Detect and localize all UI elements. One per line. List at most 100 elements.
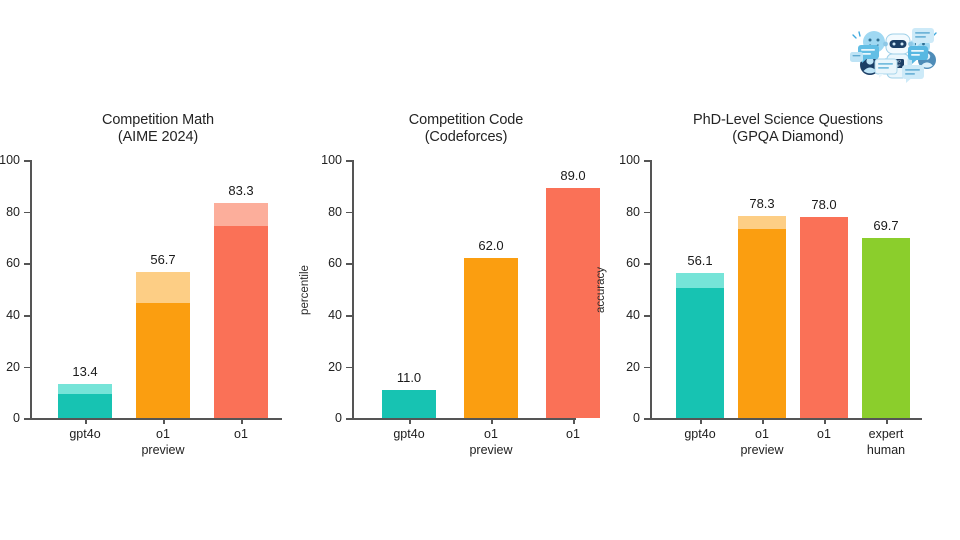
speech-bubble-icon xyxy=(912,28,934,47)
bar-o1-preview[interactable]: 78.3 o1 preview xyxy=(738,196,786,457)
chart-title-line2: (AIME 2024) xyxy=(117,129,199,145)
y-axis-line xyxy=(650,160,652,420)
y-axis-tick-label: 40 xyxy=(6,308,20,323)
bar-value-label: 56.1 xyxy=(687,253,713,269)
bar-segment-pass@1 xyxy=(214,226,268,419)
bar-value-label: 11.0 xyxy=(396,369,422,385)
bar-o1[interactable]: 89.0 o1 xyxy=(546,168,600,441)
x-axis-tick-label: gpt4o xyxy=(684,427,716,442)
y-axis-tick-label: 40 xyxy=(328,308,342,323)
chart-title-line1: PhD-Level Science Questions xyxy=(693,112,883,128)
speech-bubble-icon xyxy=(908,46,928,64)
y-axis-tick xyxy=(644,315,650,317)
y-axis-tick xyxy=(644,366,650,369)
y-axis-tick xyxy=(24,315,30,317)
y-axis-tick xyxy=(644,263,650,265)
svg-text:GO: GO xyxy=(895,60,901,64)
x-axis-tick xyxy=(85,418,87,425)
bar-segment-consensus xyxy=(58,383,112,395)
x-axis-tick xyxy=(886,418,888,425)
bars-container: 11.0 gpt4o 62.0 o1 preview 89.0 o1 xyxy=(316,160,616,457)
x-axis-tick xyxy=(700,418,702,425)
bar-segment-pass@1 xyxy=(382,389,436,419)
bar-o1[interactable]: 78.0 o1 xyxy=(800,197,848,441)
speech-bubble-icon xyxy=(874,58,898,78)
bar-segment-pass@1 xyxy=(546,188,600,419)
bar-expert-human[interactable]: 69.7 expert human xyxy=(862,218,910,457)
x-axis-tick xyxy=(241,418,243,425)
y-axis-tick-label: 60 xyxy=(626,256,640,271)
bars-container: 56.1 gpt4o 78.3 o1 preview 78.0 o1 69.7 expert … xyxy=(616,160,960,457)
y-axis-tick-label: 0 xyxy=(335,411,342,426)
x-axis-tick xyxy=(824,418,826,425)
y-axis-line xyxy=(30,160,32,420)
speech-bubble-icon xyxy=(850,52,863,62)
y-axis-tick xyxy=(24,366,30,369)
y-axis-tick xyxy=(346,211,352,214)
y-axis-tick-label: 100 xyxy=(321,153,342,167)
bar-gpt4o[interactable]: 56.1 gpt4o xyxy=(676,253,724,441)
x-axis-tick-label: gpt4o xyxy=(393,427,425,442)
x-axis-tick-label: o1 preview xyxy=(141,427,185,458)
bar-segment-pass@1 xyxy=(676,287,724,419)
bar-segment-pass@1 xyxy=(58,394,112,419)
y-axis-tick-label: 0 xyxy=(13,411,20,426)
bar-value-label: 83.3 xyxy=(228,183,254,199)
x-axis-tick-label: gpt4o xyxy=(69,427,101,442)
bar-segment-consensus xyxy=(738,216,786,229)
bar-segment-pass@1 xyxy=(800,216,848,419)
y-axis-tick-label: 20 xyxy=(6,359,20,374)
x-axis-tick-label: o1 xyxy=(566,427,580,442)
bar-o1-preview[interactable]: 56.7 o1 preview xyxy=(136,252,190,457)
bar-value-label: 56.7 xyxy=(150,251,176,267)
x-axis-tick-label: expert human xyxy=(866,427,906,458)
y-axis-tick xyxy=(24,263,30,265)
bar-o1[interactable]: 83.3 o1 xyxy=(214,183,268,441)
y-axis-tick-label: 100 xyxy=(619,153,640,167)
x-axis-tick-label: o1 xyxy=(234,427,248,442)
chart-title-line1: Competition Code xyxy=(408,112,524,128)
bar-segment-consensus xyxy=(136,271,190,304)
bar-segment-pass@1 xyxy=(136,303,190,419)
x-axis-tick xyxy=(163,418,165,425)
y-axis-tick-label: 60 xyxy=(6,256,20,271)
y-axis-tick xyxy=(346,263,352,265)
y-axis-tick-label: 80 xyxy=(328,204,342,219)
x-axis-tick-label: o1 xyxy=(817,427,831,442)
bar-segment-pass@1 xyxy=(464,258,518,419)
chart-title-line1: Competition Math xyxy=(101,112,215,128)
y-axis-title: accuracy xyxy=(595,266,608,314)
x-axis-tick xyxy=(573,418,575,425)
bar-value-label: 13.4 xyxy=(72,363,98,379)
svg-text:DF: DF xyxy=(896,64,902,68)
x-axis-tick xyxy=(762,418,764,425)
y-axis-tick xyxy=(644,160,650,162)
bar-gpt4o[interactable]: 13.4 gpt4o xyxy=(58,364,112,441)
x-axis-tick-label: o1 preview xyxy=(469,427,513,458)
x-axis-line xyxy=(30,418,282,420)
chart-title-line2: (Codeforces) xyxy=(424,129,508,145)
y-axis-tick xyxy=(24,160,30,162)
bar-value-label: 78.0 xyxy=(811,196,837,212)
plot-area: accuracy 56.1 gpt4o 78.3 o1 preview 78.0 o1 69… xyxy=(595,153,960,457)
y-axis-tick-label: 0 xyxy=(633,411,640,426)
ai-chatbot-illustration-icon: GO DF xyxy=(850,28,937,83)
bar-value-label: 78.3 xyxy=(749,196,775,212)
bar-o1-preview[interactable]: 62.0 o1 preview xyxy=(464,238,518,457)
x-axis-tick xyxy=(491,418,493,425)
chart-title: PhD-Level Science Questions (GPQA Diamond… xyxy=(616,112,960,146)
x-axis-line xyxy=(352,418,576,420)
chart-title-line2: (GPQA Diamond) xyxy=(732,129,844,145)
y-axis-tick xyxy=(346,315,352,317)
charts-row: Competition Math(AIME 2024) accuracy 13.… xyxy=(0,112,960,472)
ai-chatbot-logo: GO DF xyxy=(844,12,948,84)
y-axis-line xyxy=(352,160,354,420)
bars-container: 13.4 gpt4o 56.7 o1 preview 83.3 o1 xyxy=(0,160,316,457)
y-axis-tick xyxy=(644,211,650,214)
bar-segment-consensus xyxy=(676,273,724,288)
y-axis-tick-label: 20 xyxy=(328,359,342,374)
y-axis-tick-label: 100 xyxy=(0,153,20,167)
y-axis-tick xyxy=(346,160,352,162)
bar-gpt4o[interactable]: 11.0 gpt4o xyxy=(382,370,436,441)
